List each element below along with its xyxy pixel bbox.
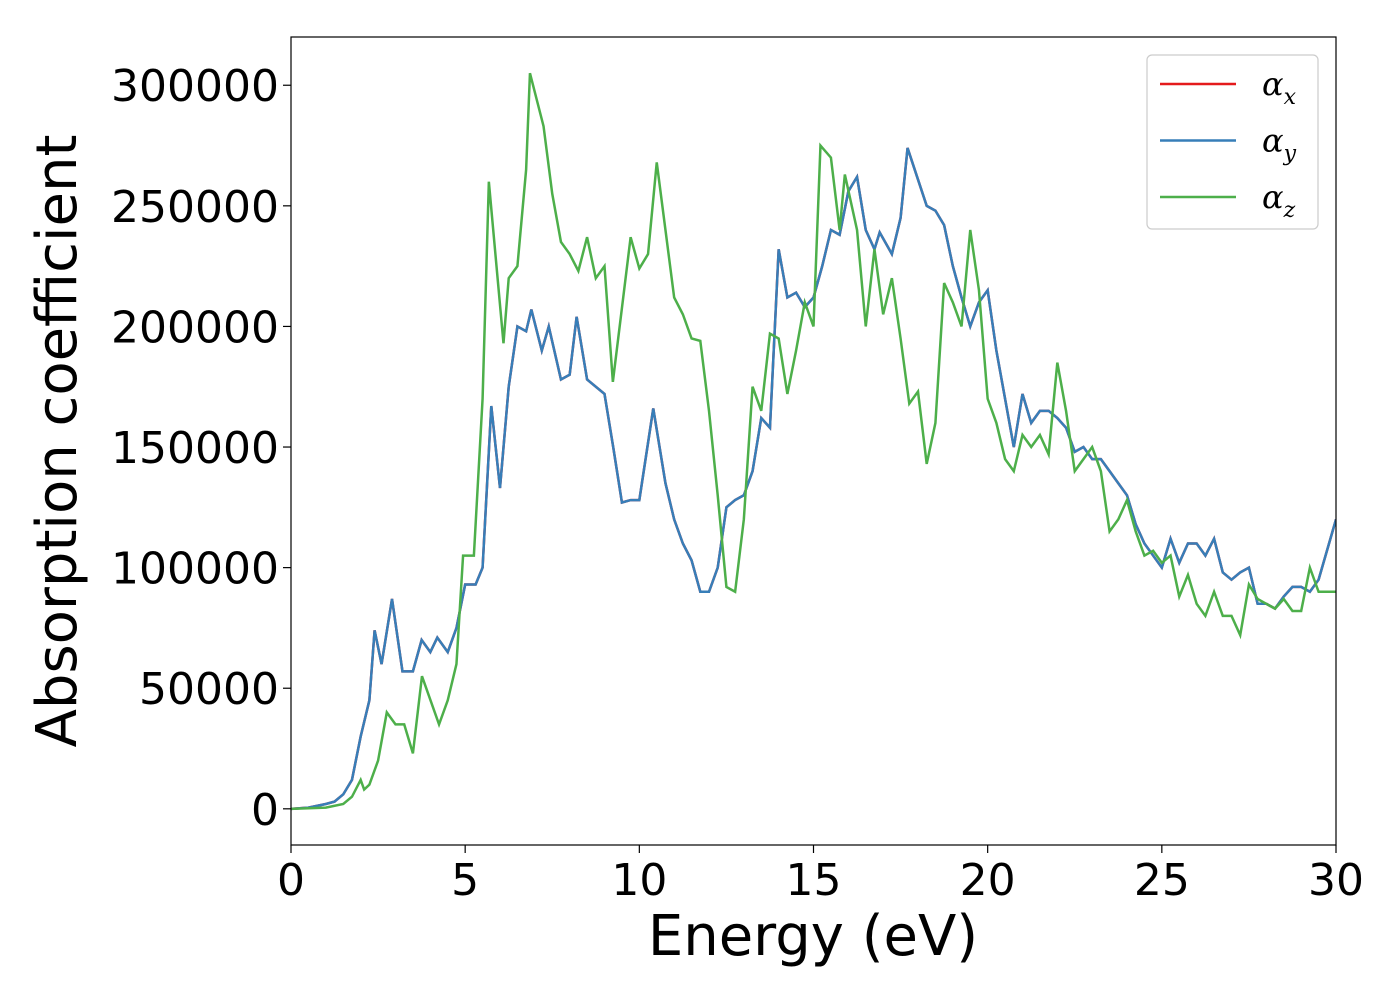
x-tick-label: 25 xyxy=(1134,855,1190,906)
x-tick-label: 5 xyxy=(451,855,479,906)
line-series xyxy=(291,147,1336,811)
x-tick-label: 0 xyxy=(277,855,305,906)
legend-label: αz xyxy=(1262,178,1296,223)
x-tick-label: 15 xyxy=(786,855,842,906)
x-tick-label: 10 xyxy=(611,855,667,906)
legend-box xyxy=(1146,54,1319,230)
y-tick-label: 100000 xyxy=(111,544,279,595)
legend: αx αy αz xyxy=(1146,54,1319,230)
y-tick-label: 50000 xyxy=(139,664,279,715)
y-tick-label: 200000 xyxy=(111,302,279,353)
x-axis-label: Energy (eV) xyxy=(648,904,978,969)
x-tick-label: 20 xyxy=(960,855,1016,906)
legend-label: αx xyxy=(1262,65,1297,110)
line-series xyxy=(291,147,1336,811)
y-tick-label: 150000 xyxy=(111,423,279,474)
y-axis-label: Absorption coefficient xyxy=(25,135,90,748)
y-tick-label: 250000 xyxy=(111,182,279,233)
plot-frame xyxy=(290,36,1337,846)
legend-label: αy xyxy=(1262,122,1297,167)
y-tick-label: 0 xyxy=(251,785,279,836)
line-series xyxy=(291,72,1336,811)
x-tick-label: 30 xyxy=(1308,855,1364,906)
y-tick-label: 300000 xyxy=(111,61,279,112)
